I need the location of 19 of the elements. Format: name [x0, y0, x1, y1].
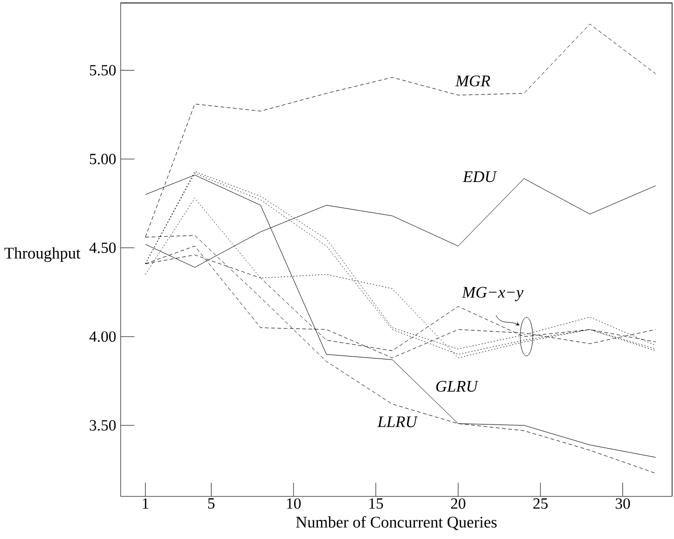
y-tick-label: 4.50 — [89, 242, 116, 253]
y-tick-label: 5.50 — [90, 64, 116, 76]
series-label: LLRU — [377, 416, 418, 428]
annotation: MG−x−y — [462, 286, 524, 301]
x-tick-label: 25 — [533, 498, 548, 509]
y-tick-label: 4.00 — [89, 331, 116, 342]
x-tick-label: 10 — [287, 498, 301, 509]
x-tick-label: 20 — [451, 498, 466, 509]
series-label: EDU — [462, 171, 498, 182]
y-axis-title: Throughput — [4, 247, 80, 262]
x-tick-label: 30 — [616, 498, 630, 509]
x-tick-label: 1 — [142, 498, 148, 508]
series-label: MGR — [455, 75, 490, 86]
x-tick-label: 5 — [208, 498, 214, 508]
series-label: GLRU — [436, 380, 478, 392]
x-tick-label: 15 — [369, 498, 383, 509]
y-tick-label: 5.00 — [90, 154, 116, 164]
y-tick-label: 3.50 — [90, 420, 116, 430]
x-axis-title: Number of Concurrent Queries — [296, 516, 497, 530]
